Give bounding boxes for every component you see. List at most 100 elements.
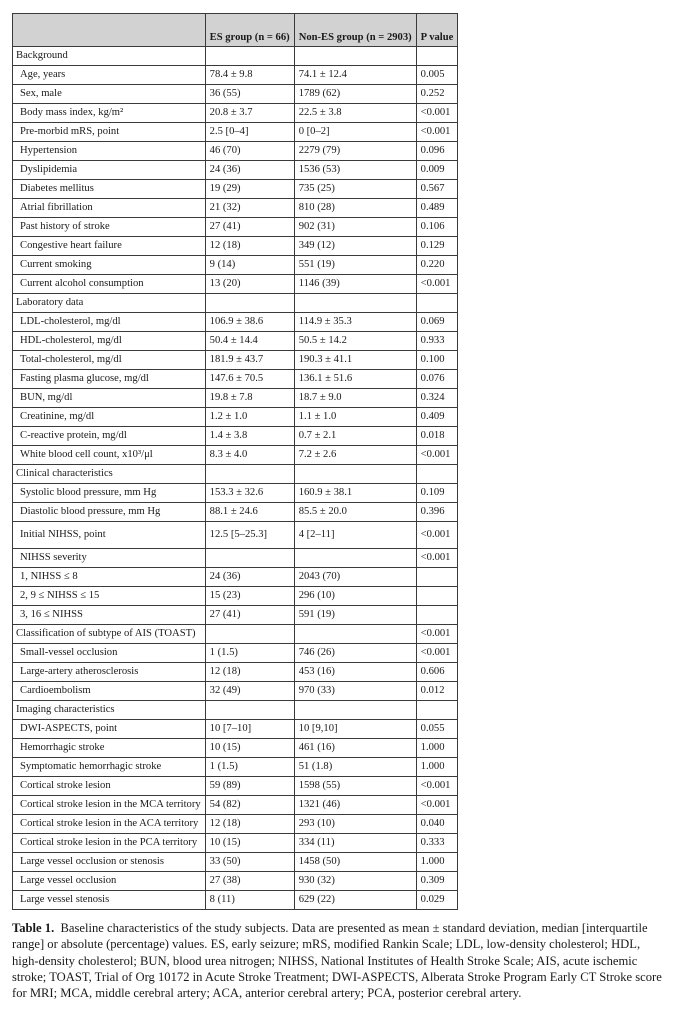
- cell-label: NIHSS severity: [12, 548, 206, 568]
- cell-p-value: 1.000: [415, 738, 459, 758]
- cell-es: 88.1 ± 24.6: [204, 502, 295, 522]
- cell-p-value: 0.109: [415, 483, 459, 503]
- cell-label: Diabetes mellitus: [12, 179, 206, 199]
- cell-p-value: [415, 700, 459, 720]
- cell-label: Background: [12, 46, 206, 66]
- cell-non-es: [293, 464, 417, 484]
- table-row: Current smoking 9 (14) 551 (19) 0.220: [12, 255, 459, 275]
- cell-label: Cardioembolism: [12, 681, 206, 701]
- cell-label: Laboratory data: [12, 293, 206, 313]
- cell-label: Atrial fibrillation: [12, 198, 206, 218]
- cell-non-es: 18.7 ± 9.0: [293, 388, 417, 408]
- cell-label: Classification of subtype of AIS (TOAST): [12, 624, 206, 644]
- cell-p-value: [415, 293, 459, 313]
- table-row: 1, NIHSS ≤ 8 24 (36) 2043 (70): [12, 567, 459, 587]
- cell-es: 106.9 ± 38.6: [204, 312, 295, 332]
- cell-label: Cortical stroke lesion: [12, 776, 206, 796]
- cell-es: 24 (36): [204, 567, 295, 587]
- cell-non-es: 136.1 ± 51.6: [293, 369, 417, 389]
- cell-non-es: 114.9 ± 35.3: [293, 312, 417, 332]
- cell-non-es: 2279 (79): [293, 141, 417, 161]
- cell-label: Large vessel stenosis: [12, 890, 206, 910]
- cell-label: Hemorrhagic stroke: [12, 738, 206, 758]
- cell-non-es: 970 (33): [293, 681, 417, 701]
- table-row: Diastolic blood pressure, mm Hg 88.1 ± 24…: [12, 502, 459, 522]
- table-row: Small-vessel occlusion 1 (1.5) 746 (26) <0.…: [12, 643, 459, 663]
- table-row: Cortical stroke lesion 59 (89) 1598 (55) <0…: [12, 776, 459, 796]
- cell-es: 27 (41): [204, 217, 295, 237]
- table-row: Fasting plasma glucose, mg/dl 147.6 ± 70.…: [12, 369, 459, 389]
- table-row: Atrial fibrillation 21 (32) 810 (28) 0.489: [12, 198, 459, 218]
- cell-es: 181.9 ± 43.7: [204, 350, 295, 370]
- cell-non-es: 1458 (50): [293, 852, 417, 872]
- cell-es: 1 (1.5): [204, 643, 295, 663]
- cell-non-es: 735 (25): [293, 179, 417, 199]
- cell-label: Large vessel occlusion or stenosis: [12, 852, 206, 872]
- cell-label: Initial NIHSS, point: [12, 521, 206, 549]
- cell-p-value: 0.933: [415, 331, 459, 351]
- cell-p-value: 0.489: [415, 198, 459, 218]
- cell-es: 15 (23): [204, 586, 295, 606]
- cell-p-value: 0.567: [415, 179, 459, 199]
- cell-non-es: 746 (26): [293, 643, 417, 663]
- cell-es: 27 (41): [204, 605, 295, 625]
- cell-non-es: [293, 700, 417, 720]
- cell-non-es: 85.5 ± 20.0: [293, 502, 417, 522]
- table-row: Cortical stroke lesion in the ACA territ…: [12, 814, 459, 834]
- table-row: BUN, mg/dl 19.8 ± 7.8 18.7 ± 9.0 0.324: [12, 388, 459, 408]
- cell-label: DWI-ASPECTS, point: [12, 719, 206, 739]
- cell-es: 10 [7–10]: [204, 719, 295, 739]
- cell-label: 2, 9 ≤ NIHSS ≤ 15: [12, 586, 206, 606]
- cell-label: 3, 16 ≤ NIHSS: [12, 605, 206, 625]
- table-row: Large-artery atherosclerosis 12 (18) 453 (…: [12, 662, 459, 682]
- cell-label: C-reactive protein, mg/dl: [12, 426, 206, 446]
- cell-non-es: 10 [9,10]: [293, 719, 417, 739]
- cell-label: White blood cell count, x10³/μl: [12, 445, 206, 465]
- cell-p-value: 0.029: [415, 890, 459, 910]
- cell-non-es: 629 (22): [293, 890, 417, 910]
- table-row: Body mass index, kg/m² 20.8 ± 3.7 22.5 ± 3…: [12, 103, 459, 123]
- cell-non-es: [293, 293, 417, 313]
- cell-p-value: <0.001: [415, 795, 459, 815]
- cell-non-es: 930 (32): [293, 871, 417, 891]
- cell-label: Age, years: [12, 65, 206, 85]
- table-row: Large vessel occlusion or stenosis 33 (50…: [12, 852, 459, 872]
- cell-non-es: 190.3 ± 41.1: [293, 350, 417, 370]
- cell-es: [204, 700, 295, 720]
- cell-label: Cortical stroke lesion in the PCA territ…: [12, 833, 206, 853]
- header-p-value: P value: [415, 13, 459, 47]
- cell-non-es: 1.1 ± 1.0: [293, 407, 417, 427]
- cell-label: Past history of stroke: [12, 217, 206, 237]
- baseline-characteristics-table: ES group (n = 66) Non-ES group (n = 2903…: [12, 13, 459, 910]
- cell-es: 1.4 ± 3.8: [204, 426, 295, 446]
- table-row: Diabetes mellitus 19 (29) 735 (25) 0.567: [12, 179, 459, 199]
- table-row: Hemorrhagic stroke 10 (15) 461 (16) 1.000: [12, 738, 459, 758]
- table-row: 2, 9 ≤ NIHSS ≤ 15 15 (23) 296 (10): [12, 586, 459, 606]
- cell-label: Imaging characteristics: [12, 700, 206, 720]
- cell-es: 24 (36): [204, 160, 295, 180]
- cell-label: HDL-cholesterol, mg/dl: [12, 331, 206, 351]
- cell-p-value: <0.001: [415, 445, 459, 465]
- table-row: Past history of stroke 27 (41) 902 (31) 0.1…: [12, 217, 459, 237]
- cell-non-es: 902 (31): [293, 217, 417, 237]
- cell-p-value: 0.324: [415, 388, 459, 408]
- cell-es: 1 (1.5): [204, 757, 295, 777]
- table-row: Cortical stroke lesion in the PCA territ…: [12, 833, 459, 853]
- section-row: Clinical characteristics: [12, 464, 459, 484]
- cell-p-value: 0.055: [415, 719, 459, 739]
- cell-es: 13 (20): [204, 274, 295, 294]
- cell-es: 78.4 ± 9.8: [204, 65, 295, 85]
- cell-non-es: 810 (28): [293, 198, 417, 218]
- cell-non-es: 1789 (62): [293, 84, 417, 104]
- caption-text: Baseline characteristics of the study su…: [12, 921, 662, 1001]
- cell-label: Fasting plasma glucose, mg/dl: [12, 369, 206, 389]
- cell-p-value: 0.129: [415, 236, 459, 256]
- table-header-row: ES group (n = 66) Non-ES group (n = 2903…: [12, 13, 459, 47]
- cell-label: LDL-cholesterol, mg/dl: [12, 312, 206, 332]
- cell-label: Dyslipidemia: [12, 160, 206, 180]
- cell-p-value: 0.018: [415, 426, 459, 446]
- cell-p-value: 0.069: [415, 312, 459, 332]
- cell-label: Total-cholesterol, mg/dl: [12, 350, 206, 370]
- caption-label: Table 1.: [12, 921, 55, 935]
- cell-p-value: 0.040: [415, 814, 459, 834]
